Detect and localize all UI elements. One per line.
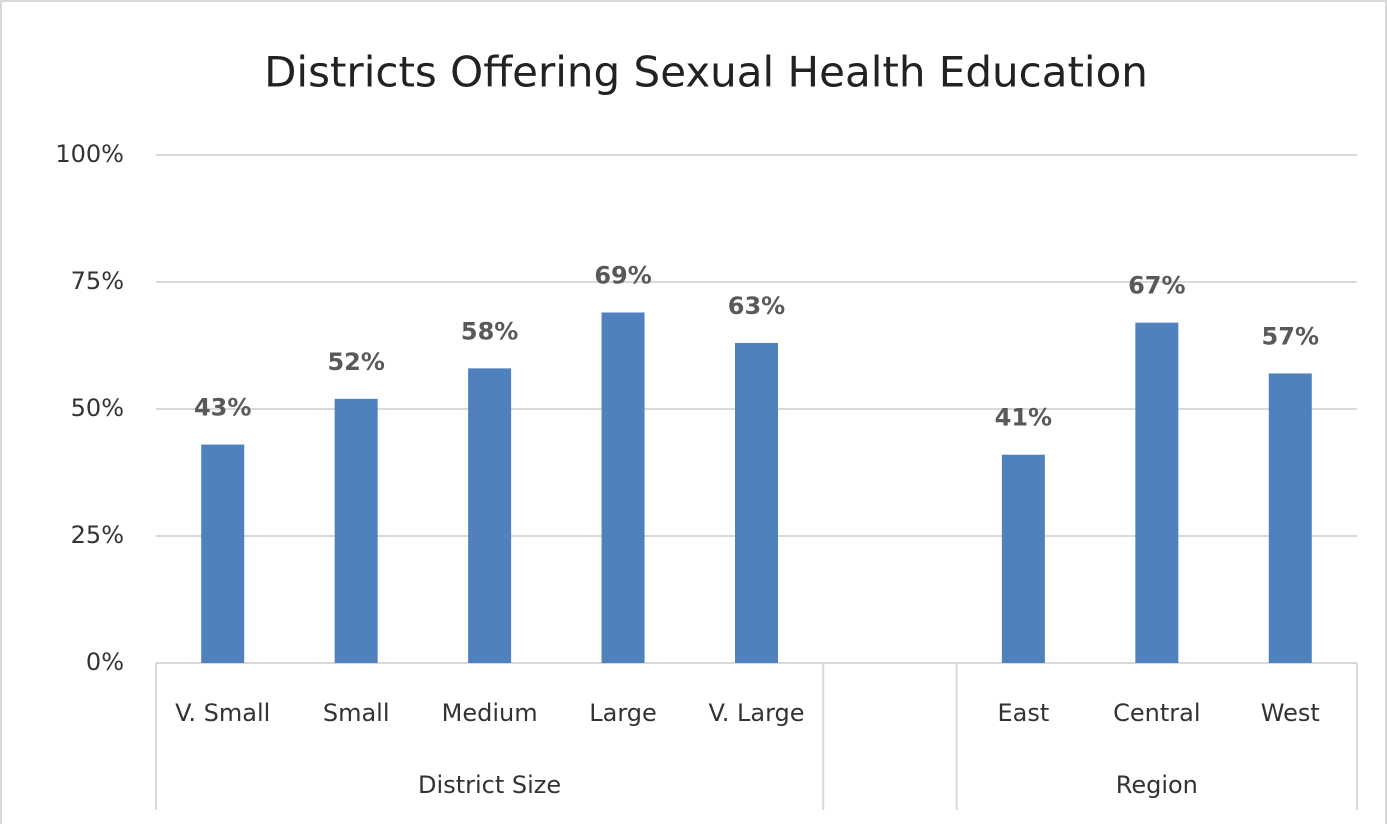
bar (468, 368, 512, 663)
data-label: 58% (461, 317, 518, 345)
data-label: 63% (728, 292, 785, 320)
data-label: 41% (995, 404, 1052, 432)
x-tick-label: West (1261, 699, 1320, 727)
y-tick-label: 0% (86, 648, 124, 676)
chart-title: Districts Offering Sexual Health Educati… (264, 48, 1148, 97)
bar (1135, 322, 1179, 663)
group-label: Region (1116, 771, 1198, 799)
bar (334, 398, 378, 663)
y-tick-label: 25% (71, 521, 124, 549)
bar (1268, 373, 1312, 663)
data-label: 43% (194, 394, 251, 422)
bar (201, 444, 245, 663)
x-tick-label: East (997, 699, 1049, 727)
data-label: 69% (594, 261, 651, 289)
data-label: 67% (1128, 272, 1185, 300)
x-tick-label: Large (589, 699, 657, 727)
y-tick-label: 50% (71, 394, 124, 422)
bar (601, 312, 645, 663)
data-label: 52% (327, 348, 384, 376)
bar (1001, 454, 1045, 663)
x-tick-label: Central (1113, 699, 1200, 727)
data-label: 57% (1262, 322, 1319, 350)
y-tick-label: 75% (71, 267, 124, 295)
bar (735, 342, 778, 663)
x-tick-label: V. Large (708, 699, 804, 727)
group-label: District Size (418, 771, 561, 799)
y-tick-label: 100% (55, 140, 124, 168)
x-tick-label: V. Small (175, 699, 270, 727)
x-tick-label: Small (323, 699, 390, 727)
x-tick-label: Medium (442, 699, 538, 727)
